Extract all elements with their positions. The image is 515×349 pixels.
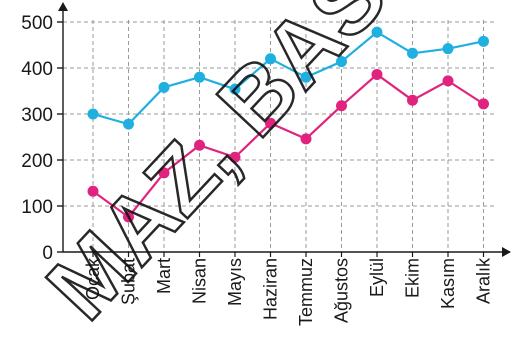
data-point — [478, 35, 489, 47]
data-point — [407, 47, 418, 59]
y-tick-label: 300 — [21, 105, 53, 126]
data-point — [478, 98, 489, 110]
series-line — [92, 31, 484, 126]
x-tick-label: Haziran — [261, 258, 281, 320]
x-tick-label: Aralık — [474, 257, 494, 304]
data-point — [229, 151, 241, 163]
x-tick-label: Mart — [154, 258, 174, 294]
data-point — [87, 185, 99, 197]
data-point — [371, 68, 383, 80]
x-tick-label: Temmuz — [296, 258, 316, 326]
data-point — [407, 94, 418, 106]
y-tick-label: 100 — [21, 197, 53, 218]
y-tick-label: 200 — [21, 151, 53, 172]
data-point — [300, 71, 312, 83]
x-tick-label: Ağustos — [332, 258, 352, 323]
y-tick-labels: 0 100 200 300 400 500 — [21, 13, 63, 264]
data-point — [265, 53, 276, 65]
x-tick-label: Mayıs — [225, 258, 245, 306]
series-0 — [87, 26, 489, 130]
data-point — [158, 81, 170, 93]
grid-lines — [63, 20, 497, 252]
data-point — [194, 139, 205, 151]
series-line — [92, 73, 485, 219]
x-tick-label: Şubat — [119, 258, 139, 305]
y-tick-label: 500 — [21, 13, 53, 34]
data-point — [123, 118, 134, 130]
data-point — [123, 211, 134, 223]
x-tick-label: Eylül — [367, 258, 387, 297]
x-tick-label: Ekim — [403, 258, 423, 298]
y-tick-label: 0 — [42, 243, 53, 264]
x-tick-labels: Ocak Şubat Mart Nisan Mayıs Haziran Temmuz Ağus… — [83, 252, 494, 326]
series-lines — [87, 26, 489, 223]
data-point — [300, 133, 312, 145]
data-point — [371, 26, 383, 38]
data-point — [336, 56, 347, 68]
y-tick-label: 400 — [21, 59, 53, 80]
series-1 — [87, 68, 489, 223]
data-point — [87, 108, 99, 120]
y-axis-arrow — [58, 2, 68, 11]
data-point — [442, 43, 454, 55]
data-point — [442, 75, 454, 87]
axes — [58, 2, 511, 257]
x-axis-arrow — [502, 247, 511, 257]
data-point — [265, 117, 276, 129]
data-point — [229, 83, 241, 95]
data-point — [158, 167, 170, 179]
data-point — [194, 71, 205, 83]
data-point — [336, 100, 347, 112]
x-tick-label: Nisan — [190, 258, 210, 304]
x-tick-label: Ocak — [83, 257, 103, 300]
x-tick-label: Kasım — [438, 258, 458, 309]
